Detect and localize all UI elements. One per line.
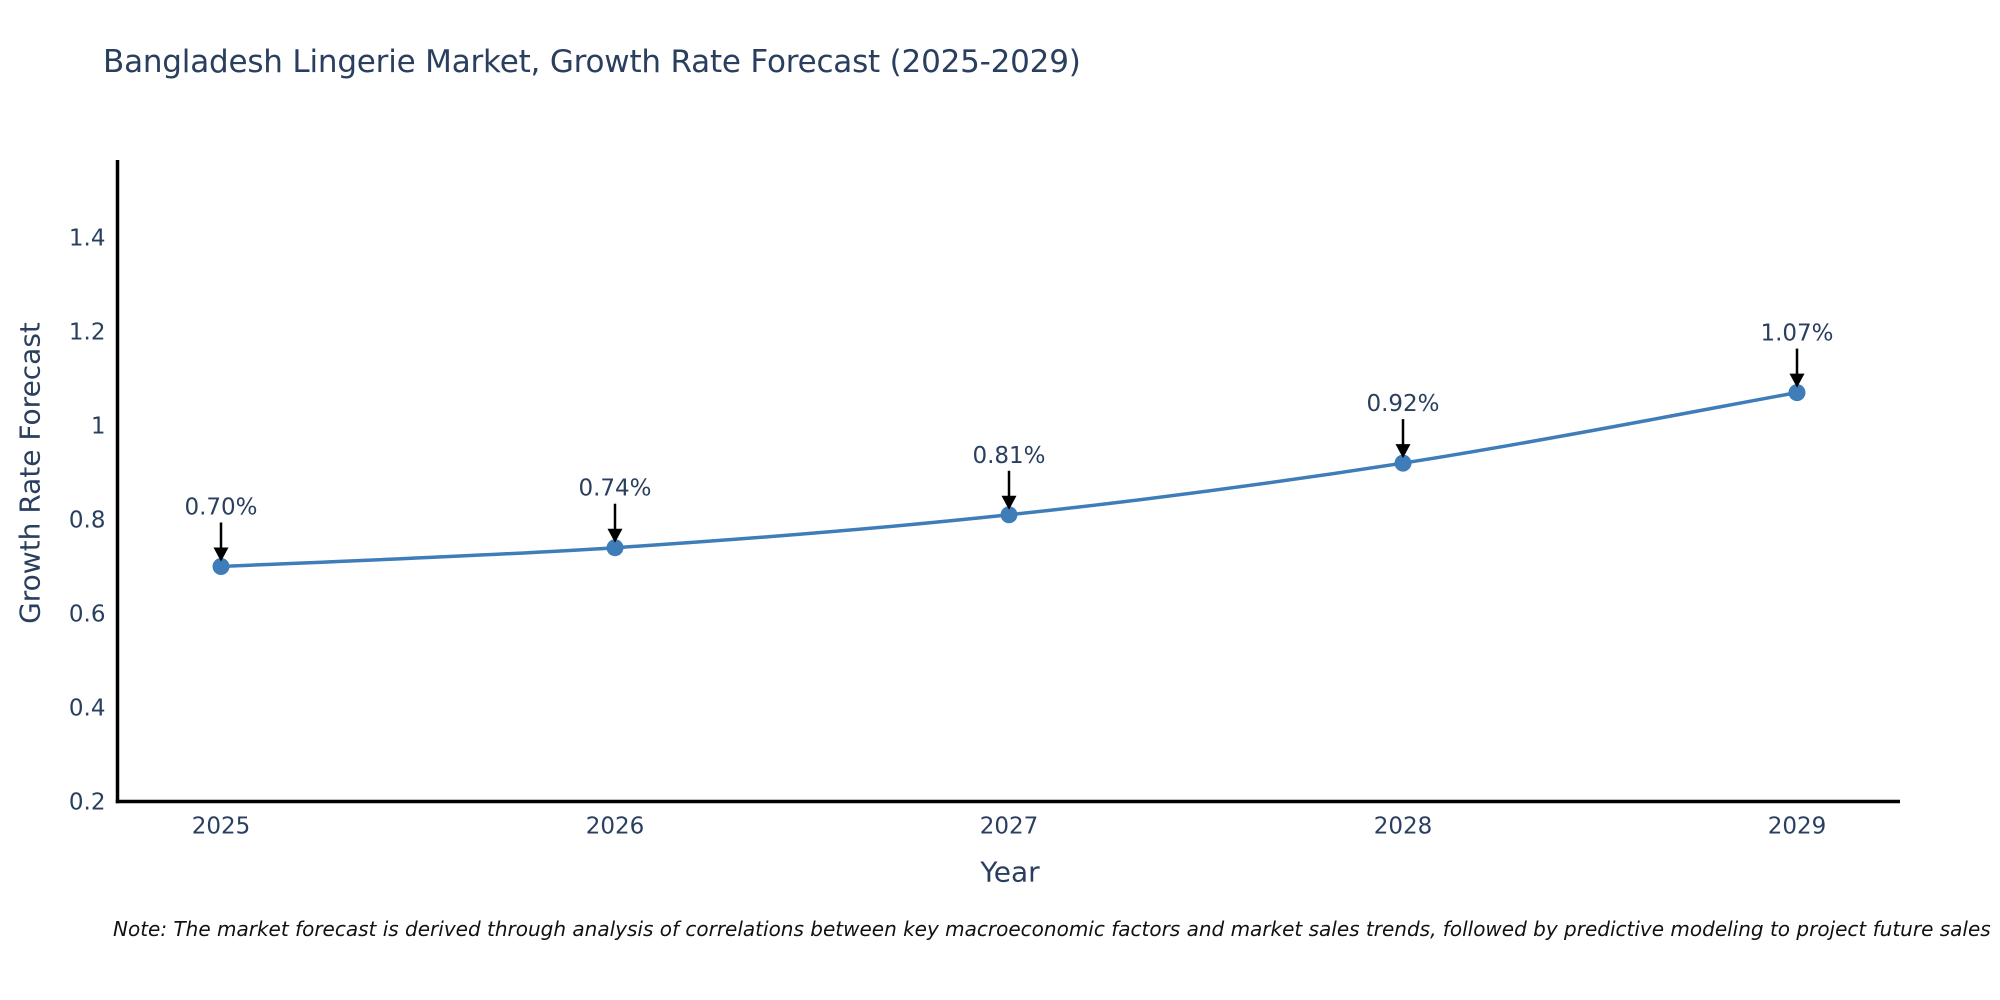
annotation-arrowhead — [1395, 444, 1411, 459]
y-tick-label: 0.2 — [69, 790, 106, 816]
x-axis-title: Year — [980, 855, 1040, 889]
data-point-marker[interactable] — [1788, 384, 1806, 402]
x-tick-label: 2029 — [1768, 814, 1827, 840]
y-axis-title: Growth Rate Forecast — [13, 322, 47, 624]
annotation-arrowhead — [607, 528, 623, 543]
y-tick-label: 0.4 — [69, 696, 106, 722]
x-tick-label: 2025 — [192, 814, 251, 840]
footnote: Note: The market forecast is derived thr… — [113, 917, 1991, 941]
annotation-arrowhead — [1001, 495, 1017, 510]
data-point-label: 0.74% — [578, 476, 651, 502]
y-tick-label: 1.4 — [69, 226, 106, 252]
annotation-arrowhead — [1789, 373, 1805, 388]
data-point-marker[interactable] — [212, 558, 230, 575]
annotation-arrowhead — [213, 547, 229, 562]
data-point-marker[interactable] — [606, 539, 624, 557]
y-tick-label: 0.6 — [69, 602, 106, 628]
data-point-label: 1.07% — [1760, 321, 1833, 347]
data-point-label: 0.70% — [184, 495, 257, 521]
y-tick-label: 0.8 — [69, 508, 106, 534]
y-tick-label: 1.2 — [69, 320, 106, 346]
data-point-marker[interactable] — [1000, 506, 1018, 524]
data-point-label: 0.81% — [972, 443, 1045, 469]
data-point-label: 0.92% — [1366, 391, 1439, 417]
x-tick-label: 2027 — [980, 814, 1039, 840]
data-point-marker[interactable] — [1394, 454, 1412, 472]
chart-title: Bangladesh Lingerie Market, Growth Rate … — [103, 44, 1081, 80]
y-tick-label: 1 — [91, 414, 106, 440]
x-tick-label: 2028 — [1374, 814, 1433, 840]
x-tick-label: 2026 — [586, 814, 645, 840]
